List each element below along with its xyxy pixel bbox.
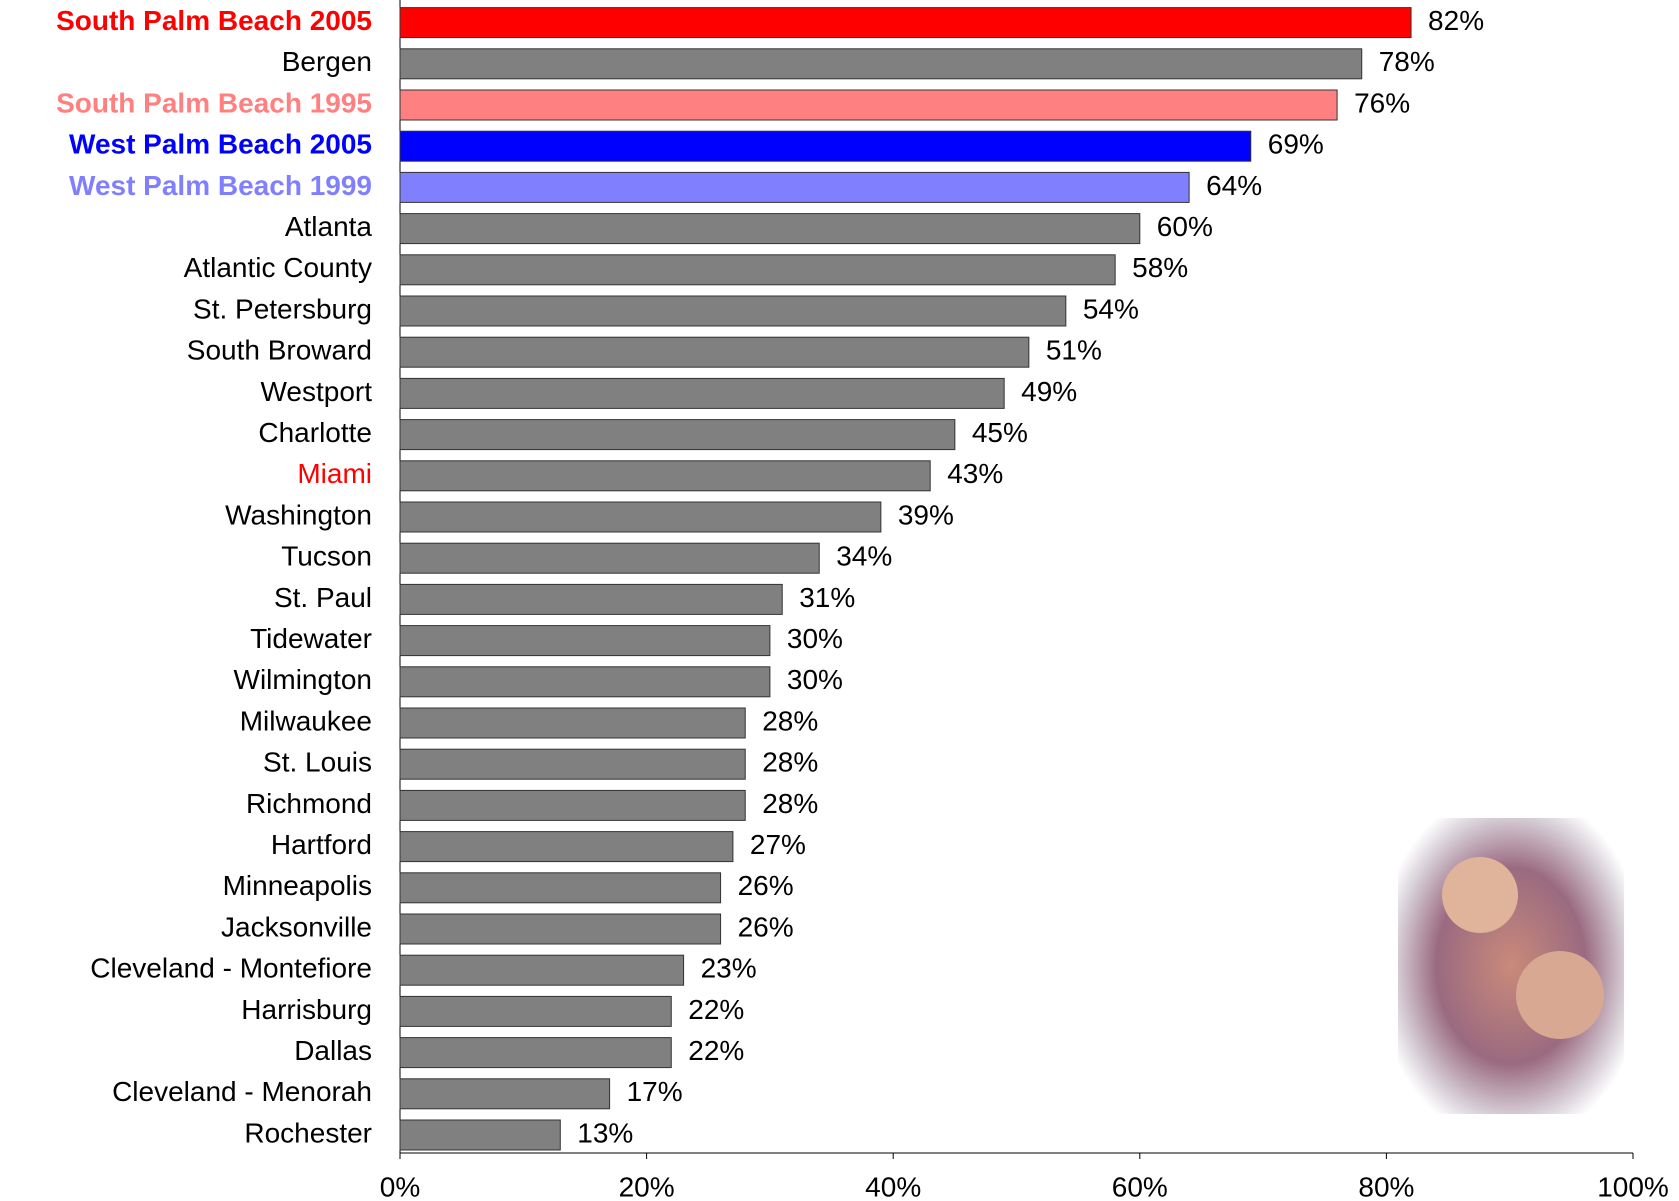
bar <box>400 626 770 656</box>
bar <box>400 378 1004 408</box>
bar <box>400 955 684 985</box>
value-label: 34% <box>836 541 892 572</box>
bar <box>400 996 671 1026</box>
category-label: Milwaukee <box>240 705 372 736</box>
category-label: St. Louis <box>263 747 372 778</box>
bar <box>400 90 1337 120</box>
bar <box>400 543 819 573</box>
x-tick-label: 40% <box>865 1171 921 1201</box>
value-label: 17% <box>627 1076 683 1107</box>
category-label: Cleveland - Montefiore <box>90 953 372 984</box>
category-label: West Palm Beach 2005 <box>69 129 372 160</box>
value-label: 51% <box>1046 335 1102 366</box>
category-label: Cleveland - Menorah <box>112 1076 372 1107</box>
category-label: Wilmington <box>234 664 372 695</box>
x-tick-label: 100% <box>1597 1171 1669 1201</box>
category-label: Bergen <box>282 46 372 77</box>
bar <box>400 337 1029 367</box>
photo-face <box>1516 951 1604 1039</box>
bar <box>400 667 770 697</box>
value-label: 13% <box>577 1117 633 1148</box>
category-label: Rochester <box>244 1117 372 1148</box>
category-label: Charlotte <box>258 417 372 448</box>
value-label: 23% <box>701 953 757 984</box>
bar <box>400 461 930 491</box>
chart: 0% 20% 40% 60% 80% 100% South Palm Beach 2005 8… <box>0 0 1679 1201</box>
category-label: South Broward <box>187 335 372 366</box>
bar <box>400 708 745 738</box>
value-label: 39% <box>898 499 954 530</box>
bar <box>400 1120 560 1150</box>
x-tick-label: 20% <box>619 1171 675 1201</box>
category-label: Atlantic County <box>184 252 372 283</box>
category-label: St. Paul <box>274 582 372 613</box>
value-label: 28% <box>762 747 818 778</box>
category-label: Tidewater <box>250 623 372 654</box>
category-label: Jacksonville <box>221 911 372 942</box>
bar <box>400 1079 610 1109</box>
value-label: 22% <box>688 994 744 1025</box>
category-label: St. Petersburg <box>193 293 372 324</box>
category-label: Harrisburg <box>241 994 372 1025</box>
bar <box>400 873 721 903</box>
category-label: South Palm Beach 1995 <box>56 87 372 118</box>
x-tick-label: 80% <box>1358 1171 1414 1201</box>
category-label: Westport <box>260 376 372 407</box>
value-label: 30% <box>787 664 843 695</box>
bar <box>400 214 1140 244</box>
category-label: Hartford <box>271 829 372 860</box>
category-label: South Palm Beach 2005 <box>56 5 372 36</box>
bar <box>400 296 1066 326</box>
bar <box>400 502 881 532</box>
bar <box>400 1038 671 1068</box>
bar <box>400 420 955 450</box>
value-label: 60% <box>1157 211 1213 242</box>
x-tick-label: 0% <box>380 1171 420 1201</box>
photo-face <box>1442 857 1518 933</box>
value-label: 26% <box>738 870 794 901</box>
category-label: Dallas <box>294 1035 372 1066</box>
value-label: 22% <box>688 1035 744 1066</box>
value-label: 28% <box>762 788 818 819</box>
value-label: 28% <box>762 705 818 736</box>
bar <box>400 584 782 614</box>
category-label: Washington <box>225 499 372 530</box>
value-label: 69% <box>1268 129 1324 160</box>
value-label: 82% <box>1428 5 1484 36</box>
bar <box>400 255 1115 285</box>
category-label: Minneapolis <box>223 870 372 901</box>
page: {"chart_data": {"type": "bar", "orientat… <box>0 0 1679 1201</box>
value-label: 27% <box>750 829 806 860</box>
bar <box>400 131 1251 161</box>
value-label: 64% <box>1206 170 1262 201</box>
x-tick-label: 60% <box>1112 1171 1168 1201</box>
category-label: Miami <box>297 458 372 489</box>
category-label: West Palm Beach 1999 <box>69 170 372 201</box>
value-label: 43% <box>947 458 1003 489</box>
bar <box>400 49 1362 79</box>
bar <box>400 914 721 944</box>
bar <box>400 749 745 779</box>
value-label: 45% <box>972 417 1028 448</box>
value-label: 26% <box>738 911 794 942</box>
bar <box>400 172 1189 202</box>
bar <box>400 8 1411 38</box>
value-label: 78% <box>1379 46 1435 77</box>
value-label: 49% <box>1021 376 1077 407</box>
bar <box>400 790 745 820</box>
value-label: 54% <box>1083 293 1139 324</box>
value-label: 58% <box>1132 252 1188 283</box>
category-label: Atlanta <box>285 211 373 242</box>
category-label: Richmond <box>246 788 372 819</box>
bar <box>400 832 733 862</box>
value-label: 30% <box>787 623 843 654</box>
value-label: 31% <box>799 582 855 613</box>
category-label: Tucson <box>281 541 372 572</box>
value-label: 76% <box>1354 87 1410 118</box>
